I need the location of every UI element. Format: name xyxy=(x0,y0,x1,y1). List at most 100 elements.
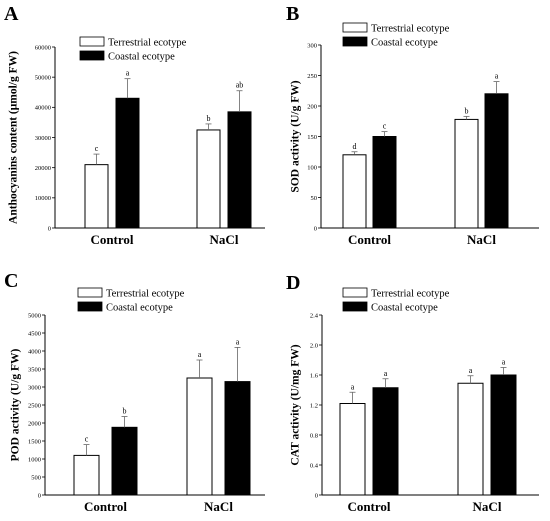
significance-letter: b xyxy=(465,106,469,115)
category-label: NaCl xyxy=(467,232,496,247)
y-tick-label: 3000 xyxy=(28,384,41,391)
y-tick-label: 0.4 xyxy=(310,462,319,469)
significance-letter: a xyxy=(126,69,130,78)
legend-swatch-terrestrial xyxy=(77,287,103,298)
y-tick-label: 1.2 xyxy=(310,402,318,409)
bar-coastal-nacl xyxy=(490,374,517,496)
bar-terrestrial-control xyxy=(84,164,109,229)
panel-letter: D xyxy=(286,272,300,294)
bar-terrestrial-nacl xyxy=(196,129,221,229)
y-tick-label: 1.6 xyxy=(310,372,319,379)
y-axis-label: SOD activity (U/g FW) xyxy=(290,80,302,192)
y-tick-label: 40000 xyxy=(35,105,51,112)
bar-terrestrial-nacl xyxy=(454,118,479,229)
significance-letter: a xyxy=(502,358,506,367)
bar-coastal-control xyxy=(372,136,397,229)
y-tick-label: 50 xyxy=(311,195,318,202)
y-tick-label: 10000 xyxy=(35,195,51,202)
y-tick-label: 0 xyxy=(38,492,41,499)
significance-letter: c xyxy=(95,144,99,153)
panel-letter: A xyxy=(4,3,19,25)
bar-coastal-nacl xyxy=(227,111,252,229)
bar-terrestrial-nacl xyxy=(186,377,213,496)
y-tick-label: 2.4 xyxy=(310,312,319,319)
legend-label: Terrestrial ecotype xyxy=(106,289,185,300)
y-tick-label: 4000 xyxy=(28,348,41,355)
y-tick-label: 0.8 xyxy=(310,432,318,439)
y-tick-label: 20000 xyxy=(35,165,51,172)
y-tick-label: 5000 xyxy=(28,312,41,319)
panel-b: B 0 50 100 150 200 250 300 SOD activity (U/g FW)… xyxy=(286,3,539,247)
y-tick-label: 60000 xyxy=(35,44,51,51)
bar-terrestrial-nacl xyxy=(457,382,484,496)
legend-label: Terrestrial ecotype xyxy=(371,24,450,35)
bar-terrestrial-control xyxy=(339,403,366,496)
y-tick-label: 1500 xyxy=(28,438,41,445)
bar-coastal-nacl xyxy=(224,381,251,496)
y-tick-label: 0 xyxy=(48,225,51,232)
legend-swatch-terrestrial xyxy=(342,287,368,298)
y-tick-label: 100 xyxy=(307,164,317,171)
y-tick-label: 2500 xyxy=(28,402,41,409)
y-tick-label: 150 xyxy=(307,134,317,141)
y-axis-label: CAT activity (U/mg FW) xyxy=(290,344,302,465)
y-tick-label: 250 xyxy=(307,73,317,80)
panel-c: C 0 500 1000 1500 2000 2500 3000 3500 4000 4500 500… xyxy=(4,270,265,514)
y-tick-label: 0 xyxy=(315,492,318,499)
significance-letter: a xyxy=(236,337,240,346)
significance-letter: a xyxy=(351,382,355,391)
legend-label: Terrestrial ecotype xyxy=(371,289,450,300)
significance-letter: a xyxy=(469,366,473,375)
legend-swatch-coastal xyxy=(79,50,105,61)
significance-letter: c xyxy=(383,122,387,131)
significance-letter: a xyxy=(384,369,388,378)
y-tick-label: 2.0 xyxy=(310,342,318,349)
category-label: Control xyxy=(90,232,133,247)
panel-letter: C xyxy=(4,270,18,292)
significance-letter: c xyxy=(85,435,89,444)
category-label: Control xyxy=(347,499,390,514)
panel-d: D 0 0.4 0.8 1.2 1.6 2.0 2.4 CAT activity (U/mg F… xyxy=(286,272,539,514)
legend-label: Coastal ecotype xyxy=(108,52,175,63)
y-axis-label: POD activity (U/g FW) xyxy=(10,348,22,461)
category-label: Control xyxy=(348,232,391,247)
y-tick-label: 2000 xyxy=(28,420,41,427)
significance-letter: a xyxy=(495,72,499,81)
legend-label: Coastal ecotype xyxy=(106,303,173,314)
bar-coastal-control xyxy=(372,387,399,496)
panel-letter: B xyxy=(286,3,299,25)
legend-swatch-coastal xyxy=(342,301,368,312)
y-tick-label: 300 xyxy=(307,42,317,49)
category-label: NaCl xyxy=(204,499,233,514)
legend-swatch-terrestrial xyxy=(79,36,105,47)
bar-terrestrial-control xyxy=(73,454,100,496)
legend-swatch-coastal xyxy=(77,301,103,312)
significance-letter: d xyxy=(353,142,357,151)
panel-a: A 0 10000 20000 30000 40000 50000 60000 Anthocya… xyxy=(4,3,265,247)
significance-letter: b xyxy=(123,407,127,416)
legend: Terrestrial ecotype Coastal ecotype xyxy=(79,36,187,63)
legend: Terrestrial ecotype Coastal ecotype xyxy=(342,22,450,49)
bar-coastal-nacl xyxy=(484,93,509,229)
significance-letter: b xyxy=(207,114,211,123)
legend: Terrestrial ecotype Coastal ecotype xyxy=(77,287,185,314)
legend-label: Terrestrial ecotype xyxy=(108,38,187,49)
y-axis-label: Anthocyanins content (μmol/g FW) xyxy=(8,51,20,224)
category-label: NaCl xyxy=(473,499,502,514)
legend: Terrestrial ecotype Coastal ecotype xyxy=(342,287,450,314)
legend-label: Coastal ecotype xyxy=(371,38,438,49)
category-label: NaCl xyxy=(210,232,239,247)
category-label: Control xyxy=(84,499,127,514)
y-tick-label: 1000 xyxy=(28,456,41,463)
bar-terrestrial-control xyxy=(342,154,367,229)
y-tick-label: 0 xyxy=(314,225,317,232)
significance-letter: a xyxy=(198,350,202,359)
legend-swatch-terrestrial xyxy=(342,22,368,33)
y-tick-label: 200 xyxy=(307,103,317,110)
y-tick-label: 500 xyxy=(31,474,41,481)
bar-coastal-control xyxy=(111,426,138,496)
legend-swatch-coastal xyxy=(342,36,368,47)
y-tick-label: 4500 xyxy=(28,330,41,337)
legend-label: Coastal ecotype xyxy=(371,303,438,314)
